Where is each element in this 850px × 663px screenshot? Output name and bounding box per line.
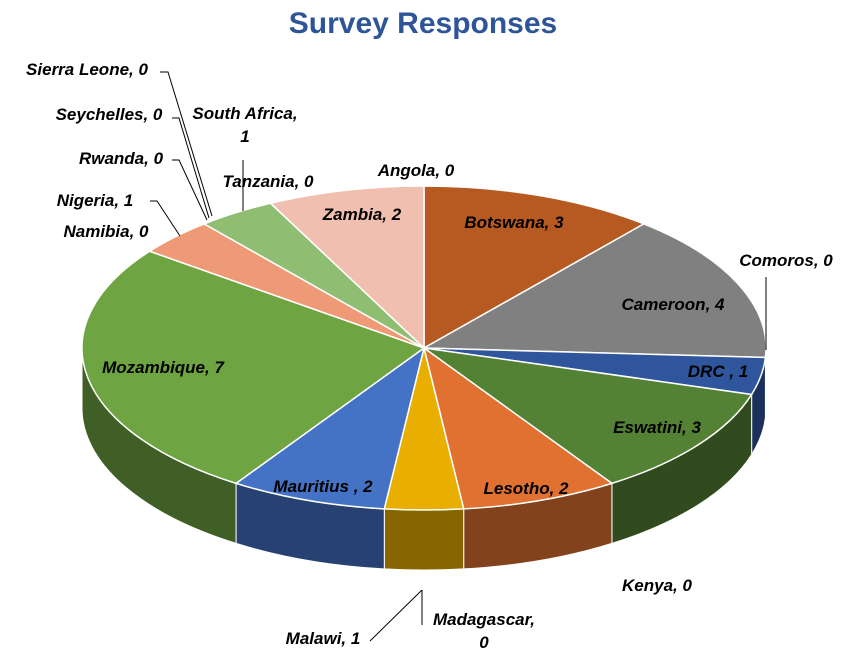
slice-label-cameroon: Cameroon, 4	[622, 295, 726, 314]
slice-label-malawi: Malawi, 1	[286, 629, 361, 648]
slice-label-south-africa: South Africa, 1	[192, 104, 297, 146]
leader-line-nigeria	[150, 200, 181, 237]
slice-mauritius	[234, 346, 426, 510]
chart-title: Survey Responses	[289, 7, 557, 40]
slice-label-mozambique: Mozambique, 7	[102, 358, 225, 377]
slice-lesotho	[422, 346, 614, 510]
leader-line-seychelles	[172, 117, 210, 219]
slice-label-zambia: Zambia, 2	[322, 205, 402, 224]
leader-line-malawi	[369, 589, 423, 642]
slice-label-seychelles: Seychelles, 0	[56, 105, 163, 124]
slice-label-botswana: Botswana, 3	[464, 213, 564, 232]
slice-label-nigeria: Nigeria, 1	[57, 191, 134, 210]
slice-label-rwanda: Rwanda, 0	[79, 149, 164, 168]
slice-label-eswatini: Eswatini, 3	[613, 418, 701, 437]
slice-side-malawi	[383, 508, 465, 571]
slice-label-sierra-leone: Sierra Leone, 0	[26, 60, 148, 79]
slice-mozambique	[81, 250, 426, 485]
slice-botswana	[423, 185, 646, 350]
slice-label-drc: DRC , 1	[688, 362, 748, 381]
slice-zambia	[268, 185, 425, 350]
slice-eswatini	[423, 347, 753, 485]
leader-lines	[150, 71, 767, 642]
pie-sides	[81, 347, 767, 571]
slice-label-tanzania: Tanzania, 0	[222, 172, 314, 191]
slice-label-namibia: Namibia, 0	[63, 222, 149, 241]
slice-label-mauritius: Mauritius , 2	[273, 477, 373, 496]
pie-slices	[81, 185, 767, 511]
slice-label-angola: Angola, 0	[377, 161, 455, 180]
slice-label-comoros: Comoros, 0	[739, 251, 833, 270]
slice-label-madagascar: Madagascar, 0	[433, 610, 535, 652]
leader-line-rwanda	[172, 159, 208, 221]
slice-label-kenya: Kenya, 0	[622, 576, 692, 595]
slice-label-lesotho: Lesotho, 2	[483, 479, 569, 498]
slice-labels: Angola, 0 Botswana, 3 Cameroon, 4 Comoros, …	[26, 60, 833, 652]
leader-line-sierra-leone	[160, 71, 213, 217]
